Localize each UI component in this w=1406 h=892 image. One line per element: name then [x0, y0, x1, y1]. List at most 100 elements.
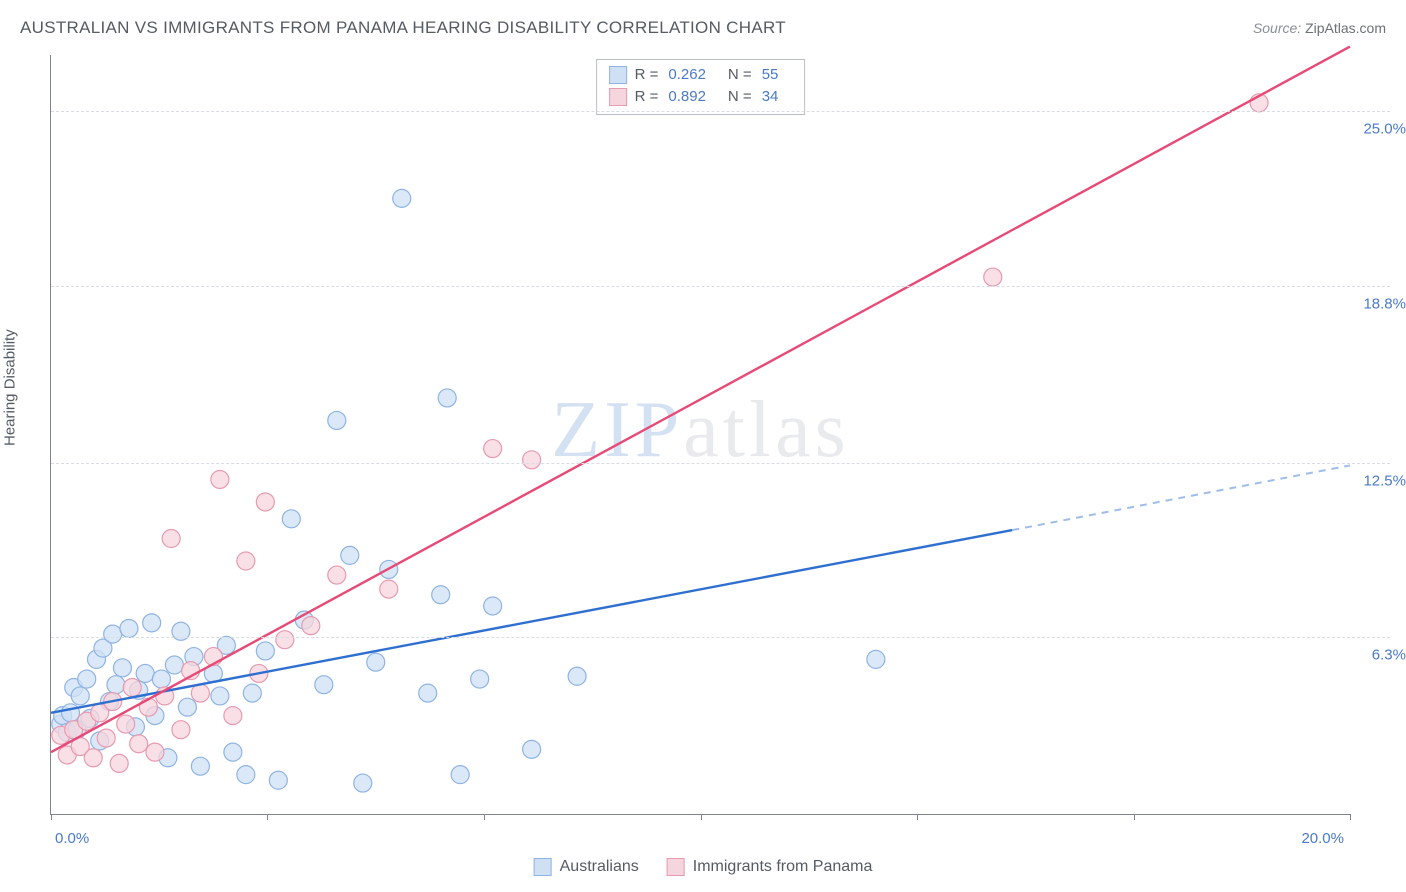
data-point	[172, 721, 190, 739]
x-tick	[51, 814, 52, 820]
data-point	[328, 566, 346, 584]
data-point	[568, 667, 586, 685]
data-point	[113, 659, 131, 677]
y-tick-label: 18.8%	[1363, 295, 1406, 312]
legend-r-value-1: 0.262	[668, 64, 706, 86]
data-point	[419, 684, 437, 702]
source-name: ZipAtlas.com	[1305, 20, 1386, 36]
data-point	[256, 493, 274, 511]
legend-n-label: N =	[728, 86, 752, 108]
data-point	[123, 679, 141, 697]
data-point	[84, 749, 102, 767]
title-bar: AUSTRALIAN VS IMMIGRANTS FROM PANAMA HEA…	[20, 18, 1386, 38]
legend-item-panama: Immigrants from Panama	[667, 858, 873, 876]
correlation-chart: AUSTRALIAN VS IMMIGRANTS FROM PANAMA HEA…	[0, 0, 1406, 892]
data-point	[276, 631, 294, 649]
y-tick-label: 12.5%	[1363, 472, 1406, 489]
data-point	[117, 715, 135, 733]
y-tick-label: 6.3%	[1372, 646, 1406, 663]
gridline	[51, 286, 1390, 287]
data-point	[178, 698, 196, 716]
x-tick-label: 20.0%	[1301, 830, 1344, 847]
x-tick-label: 0.0%	[55, 830, 89, 847]
data-point	[523, 740, 541, 758]
data-point	[393, 189, 411, 207]
data-point	[341, 546, 359, 564]
data-point	[438, 389, 456, 407]
data-point	[302, 617, 320, 635]
data-point	[107, 676, 125, 694]
data-point	[130, 735, 148, 753]
data-point	[146, 743, 164, 761]
data-point	[984, 268, 1002, 286]
legend-label-australians: Australians	[560, 858, 639, 876]
data-point	[211, 687, 229, 705]
plot-area: ZIPatlas R = 0.262 N = 55 R = 0.892 N = …	[50, 55, 1350, 815]
data-point	[224, 707, 242, 725]
data-point	[97, 729, 115, 747]
chart-title: AUSTRALIAN VS IMMIGRANTS FROM PANAMA HEA…	[20, 18, 786, 38]
data-point	[243, 684, 261, 702]
data-point	[484, 440, 502, 458]
data-point	[471, 670, 489, 688]
legend-item-australians: Australians	[534, 858, 639, 876]
data-point	[104, 625, 122, 643]
data-point	[152, 670, 170, 688]
data-point	[237, 766, 255, 784]
gridline	[51, 463, 1390, 464]
data-point	[269, 771, 287, 789]
data-point	[191, 757, 209, 775]
legend-r-value-2: 0.892	[668, 86, 706, 108]
data-point	[451, 766, 469, 784]
data-point	[867, 650, 885, 668]
x-tick	[1350, 814, 1351, 820]
legend-r-label: R =	[635, 64, 659, 86]
data-point	[237, 552, 255, 570]
data-point	[328, 411, 346, 429]
gridline	[51, 637, 1390, 638]
data-point	[256, 642, 274, 660]
legend-stats-row-2: R = 0.892 N = 34	[609, 86, 793, 108]
x-tick	[1134, 814, 1135, 820]
data-point	[162, 530, 180, 548]
y-axis-title: Hearing Disability	[2, 329, 19, 446]
trend-line	[1012, 465, 1350, 530]
plot-svg	[51, 55, 1350, 814]
data-point	[380, 580, 398, 598]
trend-line	[51, 47, 1350, 753]
data-point	[484, 597, 502, 615]
data-point	[71, 687, 89, 705]
data-point	[120, 619, 138, 637]
data-point	[61, 704, 79, 722]
legend-series: Australians Immigrants from Panama	[534, 858, 873, 876]
legend-r-label: R =	[635, 86, 659, 108]
legend-swatch-australians	[609, 66, 627, 84]
data-point	[315, 676, 333, 694]
data-point	[224, 743, 242, 761]
legend-label-panama: Immigrants from Panama	[693, 858, 873, 876]
legend-n-value-1: 55	[762, 64, 779, 86]
data-point	[165, 656, 183, 674]
data-point	[136, 664, 154, 682]
x-tick	[484, 814, 485, 820]
legend-swatch-panama	[609, 88, 627, 106]
legend-n-label: N =	[728, 64, 752, 86]
x-tick	[917, 814, 918, 820]
legend-n-value-2: 34	[762, 86, 779, 108]
x-tick	[701, 814, 702, 820]
data-point	[282, 510, 300, 528]
legend-swatch-panama	[667, 858, 685, 876]
data-point	[139, 698, 157, 716]
legend-swatch-australians	[534, 858, 552, 876]
y-tick-label: 25.0%	[1363, 121, 1406, 138]
data-point	[78, 670, 96, 688]
data-point	[110, 754, 128, 772]
x-tick	[267, 814, 268, 820]
data-point	[354, 774, 372, 792]
legend-stats-row-1: R = 0.262 N = 55	[609, 64, 793, 86]
source-prefix: Source:	[1253, 20, 1301, 36]
data-point	[143, 614, 161, 632]
data-point	[211, 470, 229, 488]
data-point	[432, 586, 450, 604]
data-point	[523, 451, 541, 469]
